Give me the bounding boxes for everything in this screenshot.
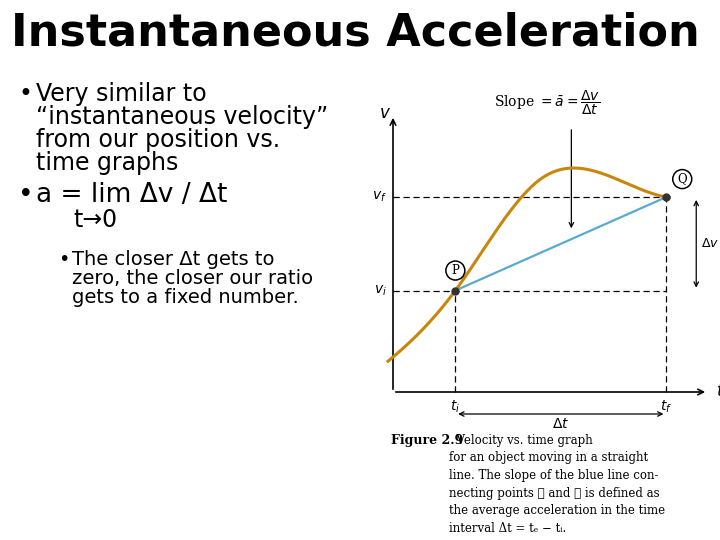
Text: “instantaneous velocity”: “instantaneous velocity”: [36, 105, 328, 129]
Text: $v_f$: $v_f$: [372, 190, 387, 204]
Text: The closer Δt gets to: The closer Δt gets to: [72, 250, 274, 269]
Text: t→0: t→0: [73, 208, 117, 232]
Text: $t_i$: $t_i$: [450, 399, 460, 415]
Text: time graphs: time graphs: [36, 151, 179, 175]
Text: Figure 2.9: Figure 2.9: [391, 434, 463, 447]
Text: Slope $= \bar{a} = \dfrac{\Delta v}{\Delta t}$: Slope $= \bar{a} = \dfrac{\Delta v}{\Del…: [495, 89, 600, 117]
Text: $\Delta v$: $\Delta v$: [701, 237, 719, 251]
Text: $v_i$: $v_i$: [374, 284, 387, 298]
Text: •: •: [18, 182, 34, 208]
Text: $\Delta t$: $\Delta t$: [552, 417, 570, 431]
Text: Instantaneous Acceleration: Instantaneous Acceleration: [11, 12, 699, 55]
Text: Q: Q: [678, 173, 687, 186]
Text: $t_f$: $t_f$: [660, 399, 672, 415]
Text: •: •: [18, 82, 32, 106]
Text: $t$: $t$: [716, 383, 720, 401]
Text: $v$: $v$: [379, 105, 391, 122]
Text: P: P: [451, 264, 459, 277]
Text: Velocity vs. time graph
for an object moving in a straight
line. The slope of th: Velocity vs. time graph for an object mo…: [449, 434, 665, 535]
Text: •: •: [58, 250, 69, 269]
Text: Very similar to: Very similar to: [36, 82, 207, 106]
Text: zero, the closer our ratio: zero, the closer our ratio: [72, 269, 313, 288]
Text: gets to a fixed number.: gets to a fixed number.: [72, 288, 299, 307]
Text: from our position vs.: from our position vs.: [36, 128, 280, 152]
Text: a = lim Δv / Δt: a = lim Δv / Δt: [36, 182, 228, 208]
